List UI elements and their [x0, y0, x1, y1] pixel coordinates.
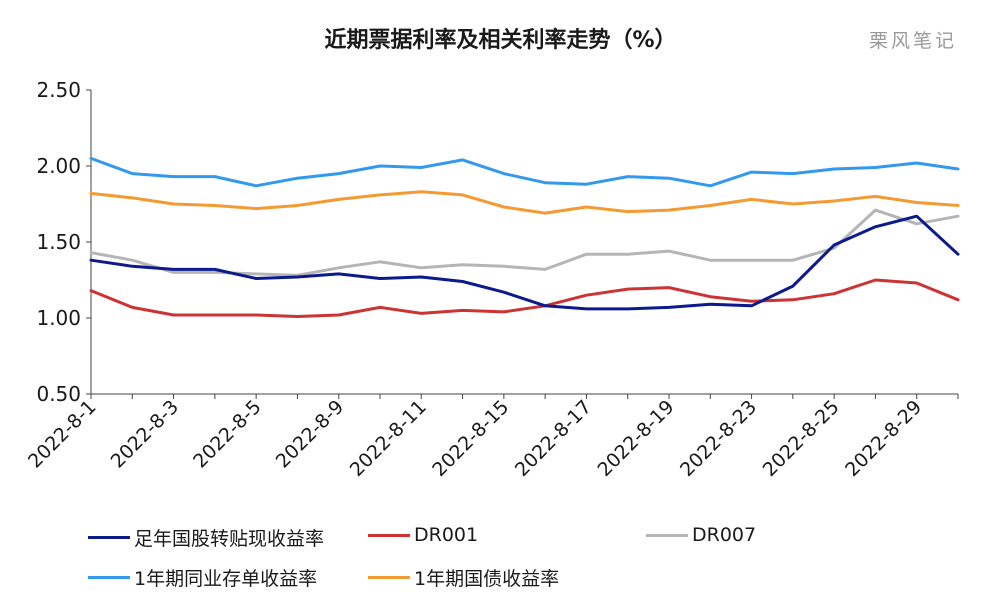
legend-item-series-1: 足年国股转贴现收益率 [88, 524, 324, 551]
series-line-2 [89, 278, 960, 318]
series-line-4 [89, 156, 960, 188]
x-tick-label: 2022-8-5 [189, 396, 266, 473]
y-tick-label: 1.00 [36, 306, 81, 330]
x-tick-label: 2022-8-29 [841, 396, 926, 481]
legend-label: 足年国股转贴现收益率 [134, 528, 325, 550]
legend-swatch [368, 576, 410, 579]
x-tick-label: 2022-8-25 [759, 396, 844, 481]
legend-label: DR001 [414, 524, 479, 546]
x-tick-label: 2022-8-19 [593, 396, 678, 481]
x-tick-label: 2022-8-23 [676, 396, 761, 481]
x-tick-label: 2022-8-17 [511, 396, 596, 481]
chart-title: 近期票据利率及相关利率走势（%） [324, 28, 677, 53]
series-line-1 [89, 214, 960, 311]
legend-item-series-2: DR001 [368, 524, 478, 546]
x-tick-label: 2022-8-15 [428, 396, 513, 481]
legend-label: DR007 [692, 524, 757, 546]
legend-swatch [368, 533, 410, 537]
legend-item-series-3: DR007 [646, 524, 756, 546]
legend-item-series-4: 1年期同业存单收益率 [88, 564, 317, 591]
y-tick-label: 1.50 [36, 230, 81, 254]
legend-item-series-5: 1年期国债收益率 [368, 564, 559, 591]
x-tick-label: 2022-8-1 [24, 396, 101, 473]
legend-swatch [646, 533, 688, 537]
legend-swatch [88, 536, 130, 539]
x-tick-label: 2022-8-9 [272, 396, 349, 473]
series-line-5 [89, 190, 960, 215]
x-tick-label: 2022-8-3 [107, 396, 184, 473]
series-line-3 [89, 208, 960, 277]
y-tick-label: 2.50 [36, 78, 81, 102]
legend-label: 1年期国债收益率 [414, 568, 560, 590]
legend-label: 1年期同业存单收益率 [134, 568, 318, 590]
y-tick-label: 0.50 [36, 382, 81, 406]
watermark-logo: 栗风笔记 [868, 30, 957, 52]
legend-swatch [88, 576, 130, 579]
x-tick-label: 2022-8-11 [346, 396, 431, 481]
y-tick-label: 2.00 [36, 154, 81, 178]
